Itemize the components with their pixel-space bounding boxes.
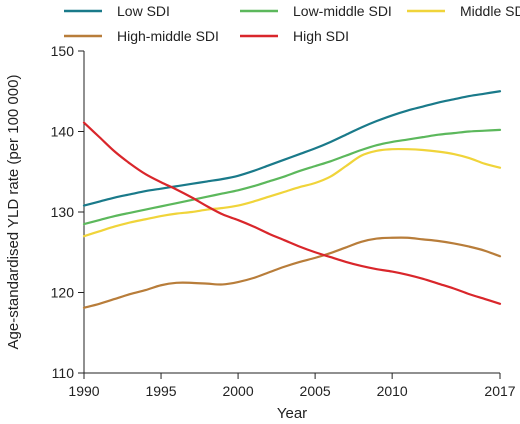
series-line-high-sdi <box>82 121 502 305</box>
series-line-middle-sdi <box>82 147 502 238</box>
y-tick-label: 150 <box>51 43 75 59</box>
legend-label-low-middle-sdi: Low-middle SDI <box>293 3 392 19</box>
y-tick-label: 140 <box>51 124 75 140</box>
series-line-low-sdi <box>82 90 502 207</box>
legend-label-low-sdi: Low SDI <box>117 3 170 19</box>
x-tick-label: 2000 <box>222 383 253 399</box>
y-axis-title: Age-standardised YLD rate (per 100 000) <box>5 75 22 350</box>
x-ticks: 1990 1995 2000 2005 2010 2017 <box>68 373 516 399</box>
legend-label-middle-sdi: Middle SDI <box>460 3 520 19</box>
legend: Low SDI Low-middle SDI Middle SDI High-midd… <box>64 3 520 44</box>
series-line-low-middle-sdi <box>82 128 502 226</box>
x-tick-label: 1995 <box>145 383 176 399</box>
legend-label-high-sdi: High SDI <box>293 28 349 44</box>
legend-label-high-middle-sdi: High-middle SDI <box>117 28 219 44</box>
y-tick-label: 110 <box>52 365 75 381</box>
y-tick-label: 120 <box>51 285 75 301</box>
plot-area <box>82 90 502 309</box>
x-axis-title: Year <box>277 405 307 422</box>
x-tick-label: 2005 <box>300 383 331 399</box>
x-tick-label: 2017 <box>484 383 515 399</box>
y-tick-label: 130 <box>51 204 75 220</box>
y-ticks: 110 120 130 140 150 <box>51 43 84 381</box>
x-tick-label: 2010 <box>377 383 408 399</box>
x-tick-label: 1990 <box>68 383 99 399</box>
series-line-high-middle-sdi <box>82 236 502 309</box>
axes: 110 120 130 140 150 1990 1995 2000 2005 2010 2017… <box>5 43 516 422</box>
